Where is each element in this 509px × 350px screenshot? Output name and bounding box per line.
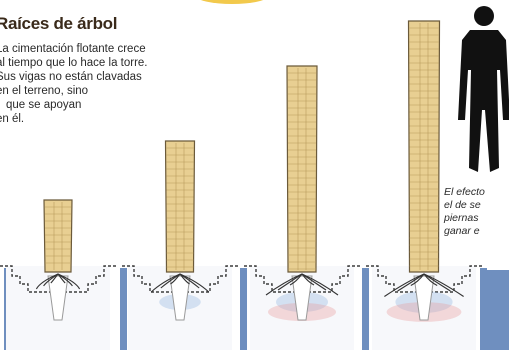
figure-caption: El efecto el de se piernas ganar e [444, 186, 509, 238]
description-line: en el terreno, sino [0, 85, 89, 97]
root-line [160, 273, 181, 289]
root-line [397, 273, 425, 292]
root-line [50, 273, 59, 284]
description-line: que se apoyan [6, 99, 82, 111]
description-line: en él. [0, 113, 25, 125]
tower-shaft [164, 140, 196, 273]
description-line: al tiempo que lo hace la torre. [0, 57, 148, 69]
tower-floors [45, 202, 71, 270]
root-lines [265, 273, 339, 296]
root-lines [384, 273, 464, 297]
tower-floors [288, 68, 316, 270]
separator-pillar [484, 270, 509, 350]
root-line [43, 273, 59, 287]
root-line [170, 273, 181, 285]
root-line [57, 273, 81, 290]
root-line [179, 273, 210, 293]
root-lines [35, 273, 81, 290]
root-lines [150, 273, 210, 293]
caption-line: piernas [444, 212, 479, 224]
separator-pillar [120, 268, 127, 350]
root-line [301, 273, 339, 296]
tower-shaft [286, 65, 318, 273]
separator-pillar [240, 268, 247, 350]
page-title: Raíces de árbol [0, 14, 118, 33]
root-line [423, 273, 464, 297]
stage-group [0, 20, 509, 350]
separator-pillar [480, 268, 487, 350]
caption-line: ganar e [444, 225, 480, 237]
description-line: Sus vigas no están clavadas [0, 71, 142, 83]
person-silhouette-icon [458, 6, 509, 172]
root-line [410, 273, 425, 286]
tower-floors [409, 23, 439, 270]
description-line: La cimentación flotante crece [0, 43, 146, 55]
tower-shaft [43, 199, 73, 273]
description-text: La cimentación flotante crece al tiempo … [0, 42, 246, 126]
root-line [289, 273, 303, 286]
root-line [277, 273, 303, 291]
sun-icon [200, 0, 264, 4]
caption-line: el de se [444, 199, 481, 211]
tower-shaft [407, 20, 441, 273]
tower-floors [166, 143, 194, 270]
caption-line: El efecto [444, 186, 485, 198]
separator-pillar [362, 268, 369, 350]
